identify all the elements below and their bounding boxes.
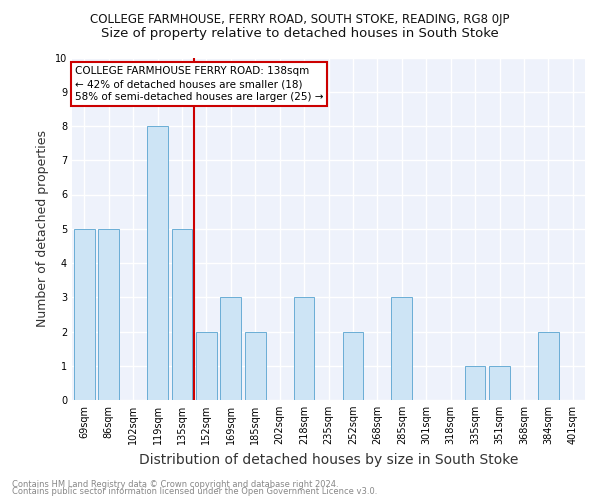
Bar bbox=[147, 126, 168, 400]
Bar bbox=[538, 332, 559, 400]
Text: COLLEGE FARMHOUSE FERRY ROAD: 138sqm
← 42% of detached houses are smaller (18)
5: COLLEGE FARMHOUSE FERRY ROAD: 138sqm ← 4… bbox=[74, 66, 323, 102]
Bar bbox=[293, 297, 314, 400]
Bar bbox=[74, 229, 95, 400]
Bar bbox=[391, 297, 412, 400]
Bar bbox=[172, 229, 193, 400]
Bar bbox=[196, 332, 217, 400]
Text: COLLEGE FARMHOUSE, FERRY ROAD, SOUTH STOKE, READING, RG8 0JP: COLLEGE FARMHOUSE, FERRY ROAD, SOUTH STO… bbox=[90, 12, 510, 26]
Text: Contains HM Land Registry data © Crown copyright and database right 2024.: Contains HM Land Registry data © Crown c… bbox=[12, 480, 338, 489]
Text: Size of property relative to detached houses in South Stoke: Size of property relative to detached ho… bbox=[101, 28, 499, 40]
Bar bbox=[343, 332, 364, 400]
X-axis label: Distribution of detached houses by size in South Stoke: Distribution of detached houses by size … bbox=[139, 452, 518, 466]
Bar bbox=[464, 366, 485, 400]
Bar bbox=[489, 366, 510, 400]
Bar bbox=[98, 229, 119, 400]
Y-axis label: Number of detached properties: Number of detached properties bbox=[37, 130, 49, 327]
Bar bbox=[220, 297, 241, 400]
Bar bbox=[245, 332, 266, 400]
Text: Contains public sector information licensed under the Open Government Licence v3: Contains public sector information licen… bbox=[12, 487, 377, 496]
